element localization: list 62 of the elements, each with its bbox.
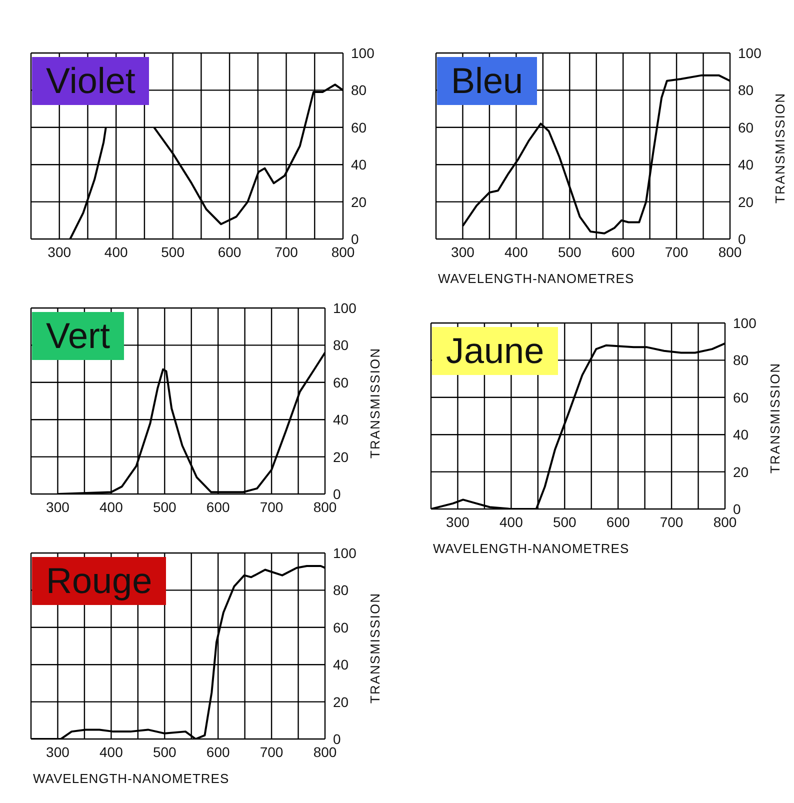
y-tick-label: 100 <box>351 44 375 61</box>
y-tick-label: 100 <box>333 300 357 316</box>
y-tick-label: 20 <box>733 464 749 480</box>
y-tick-label: 100 <box>333 544 357 561</box>
y-tick-label: 20 <box>333 694 349 710</box>
x-tick-label: 500 <box>152 744 177 760</box>
y-tick-label: 40 <box>733 426 749 443</box>
x-tick-label: 600 <box>611 244 635 260</box>
x-tick-label: 700 <box>260 498 284 515</box>
x-tick-label: 700 <box>260 744 284 760</box>
x-axis-title: WAVELENGTH-NANOMETRES <box>33 771 230 786</box>
x-tick-label: 700 <box>660 514 684 530</box>
y-tick-label: 100 <box>738 44 762 61</box>
y-tick-label: 20 <box>333 448 349 465</box>
y-axis-title: TRANSMISSION <box>368 348 382 458</box>
x-tick-label: 600 <box>206 498 230 515</box>
x-tick-label: 500 <box>161 244 185 260</box>
x-tick-label: 500 <box>552 514 577 530</box>
x-axis-title: WAVELENGTH-NANOMETRES <box>433 541 630 556</box>
x-tick-label: 600 <box>206 744 230 760</box>
x-tick-label: 700 <box>664 244 688 260</box>
chart-title: Violet <box>32 57 150 105</box>
y-tick-label: 60 <box>333 374 349 390</box>
x-tick-label: 400 <box>504 244 528 260</box>
x-tick-label: 400 <box>104 244 128 260</box>
y-tick-label: 80 <box>333 582 349 598</box>
x-tick-label: 300 <box>46 744 70 760</box>
y-tick-label: 60 <box>733 389 749 406</box>
y-tick-label: 40 <box>333 656 349 673</box>
y-tick-label: 60 <box>738 119 754 136</box>
x-tick-label: 300 <box>48 244 72 260</box>
y-axis-title: TRANSMISSION <box>768 362 782 474</box>
y-axis-title: TRANSMISSION <box>368 592 382 704</box>
x-tick-label: 300 <box>451 244 475 260</box>
x-tick-label: 500 <box>558 244 582 260</box>
y-tick-label: 60 <box>351 119 367 136</box>
y-tick-label: 20 <box>738 194 754 210</box>
y-tick-label: 60 <box>333 619 349 636</box>
x-tick-label: 600 <box>606 514 630 530</box>
chart-title: Jaune <box>432 327 558 375</box>
x-tick-label: 400 <box>100 498 124 515</box>
y-tick-label: 80 <box>738 82 754 98</box>
x-tick-label: 500 <box>152 498 177 515</box>
x-tick-label: 700 <box>274 244 298 260</box>
y-tick-label: 40 <box>738 156 754 173</box>
chart-title: Vert <box>32 312 124 360</box>
y-tick-label: 100 <box>733 314 757 331</box>
x-tick-label: 400 <box>100 744 124 760</box>
y-tick-label: 20 <box>351 194 367 210</box>
x-tick-label: 600 <box>218 244 242 260</box>
y-tick-label: 80 <box>351 82 367 98</box>
x-tick-label: 400 <box>500 514 524 530</box>
y-tick-label: 40 <box>333 412 349 428</box>
y-tick-label: 80 <box>333 337 349 354</box>
y-tick-label: 80 <box>733 352 749 368</box>
chart-title: Bleu <box>437 57 538 105</box>
y-axis-title: TRANSMISSION <box>772 92 788 204</box>
x-tick-label: 300 <box>446 514 470 530</box>
x-axis-title: WAVELENGTH-NANOMETRES <box>438 271 634 286</box>
chart-title: Rouge <box>32 557 166 605</box>
x-tick-label: 300 <box>46 498 70 515</box>
y-tick-label: 40 <box>351 156 367 173</box>
